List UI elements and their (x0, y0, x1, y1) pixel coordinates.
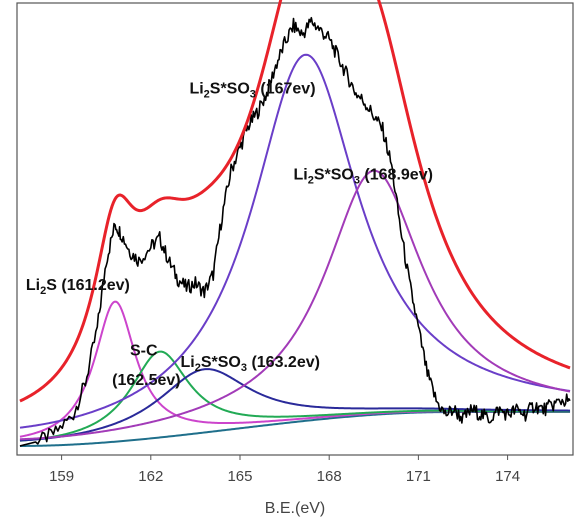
ann-li2so3-163: Li2S*SO3 (163.2ev) (181, 354, 320, 374)
x-tick-label-168: 168 (317, 468, 342, 485)
x-axis-title: B.E.(eV) (265, 500, 325, 517)
ann-li2s: Li2S (161.2ev) (26, 277, 130, 297)
x-tick-label-171: 171 (406, 468, 431, 485)
ann-sc: S-C (130, 343, 158, 360)
x-ticks: 159 162 165 168 171 174 (49, 455, 520, 485)
fit-envelope (19, 0, 571, 403)
ann-sc-ev: (162.5ev) (112, 372, 180, 389)
ann-li2so3-168: Li2S*SO3 (168.9ev) (294, 166, 433, 186)
x-tick-label-159: 159 (49, 468, 74, 485)
component-peak-2 (19, 350, 571, 442)
component-peak-3 (19, 368, 571, 442)
ann-li2so3-167: Li2S*SO3 (167ev) (189, 80, 315, 100)
curves-layer (19, 0, 571, 447)
x-tick-label-174: 174 (495, 468, 520, 485)
x-tick-label-162: 162 (138, 468, 163, 485)
component-peak-5 (19, 169, 571, 441)
component-peak-4 (19, 53, 571, 429)
x-tick-label-165: 165 (227, 468, 252, 485)
raw-spectrum (19, 16, 571, 447)
annotations-layer: Li2S (161.2ev) S-C (162.5ev)Li2S*SO3 (163.… (26, 80, 433, 389)
plot-frame (16, 2, 574, 456)
